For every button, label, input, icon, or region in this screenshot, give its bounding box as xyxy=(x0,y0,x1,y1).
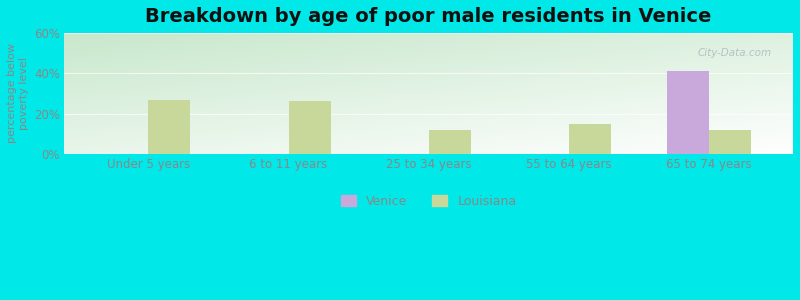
Bar xyxy=(429,130,470,154)
Bar xyxy=(289,101,330,154)
Y-axis label: percentage below
poverty level: percentage below poverty level xyxy=(7,44,29,143)
Bar xyxy=(667,71,709,154)
Bar xyxy=(709,130,751,154)
Legend: Venice, Louisiana: Venice, Louisiana xyxy=(341,195,517,208)
Text: City-Data.com: City-Data.com xyxy=(697,47,771,58)
Title: Breakdown by age of poor male residents in Venice: Breakdown by age of poor male residents … xyxy=(146,7,712,26)
Bar xyxy=(148,100,190,154)
Bar xyxy=(569,124,611,154)
